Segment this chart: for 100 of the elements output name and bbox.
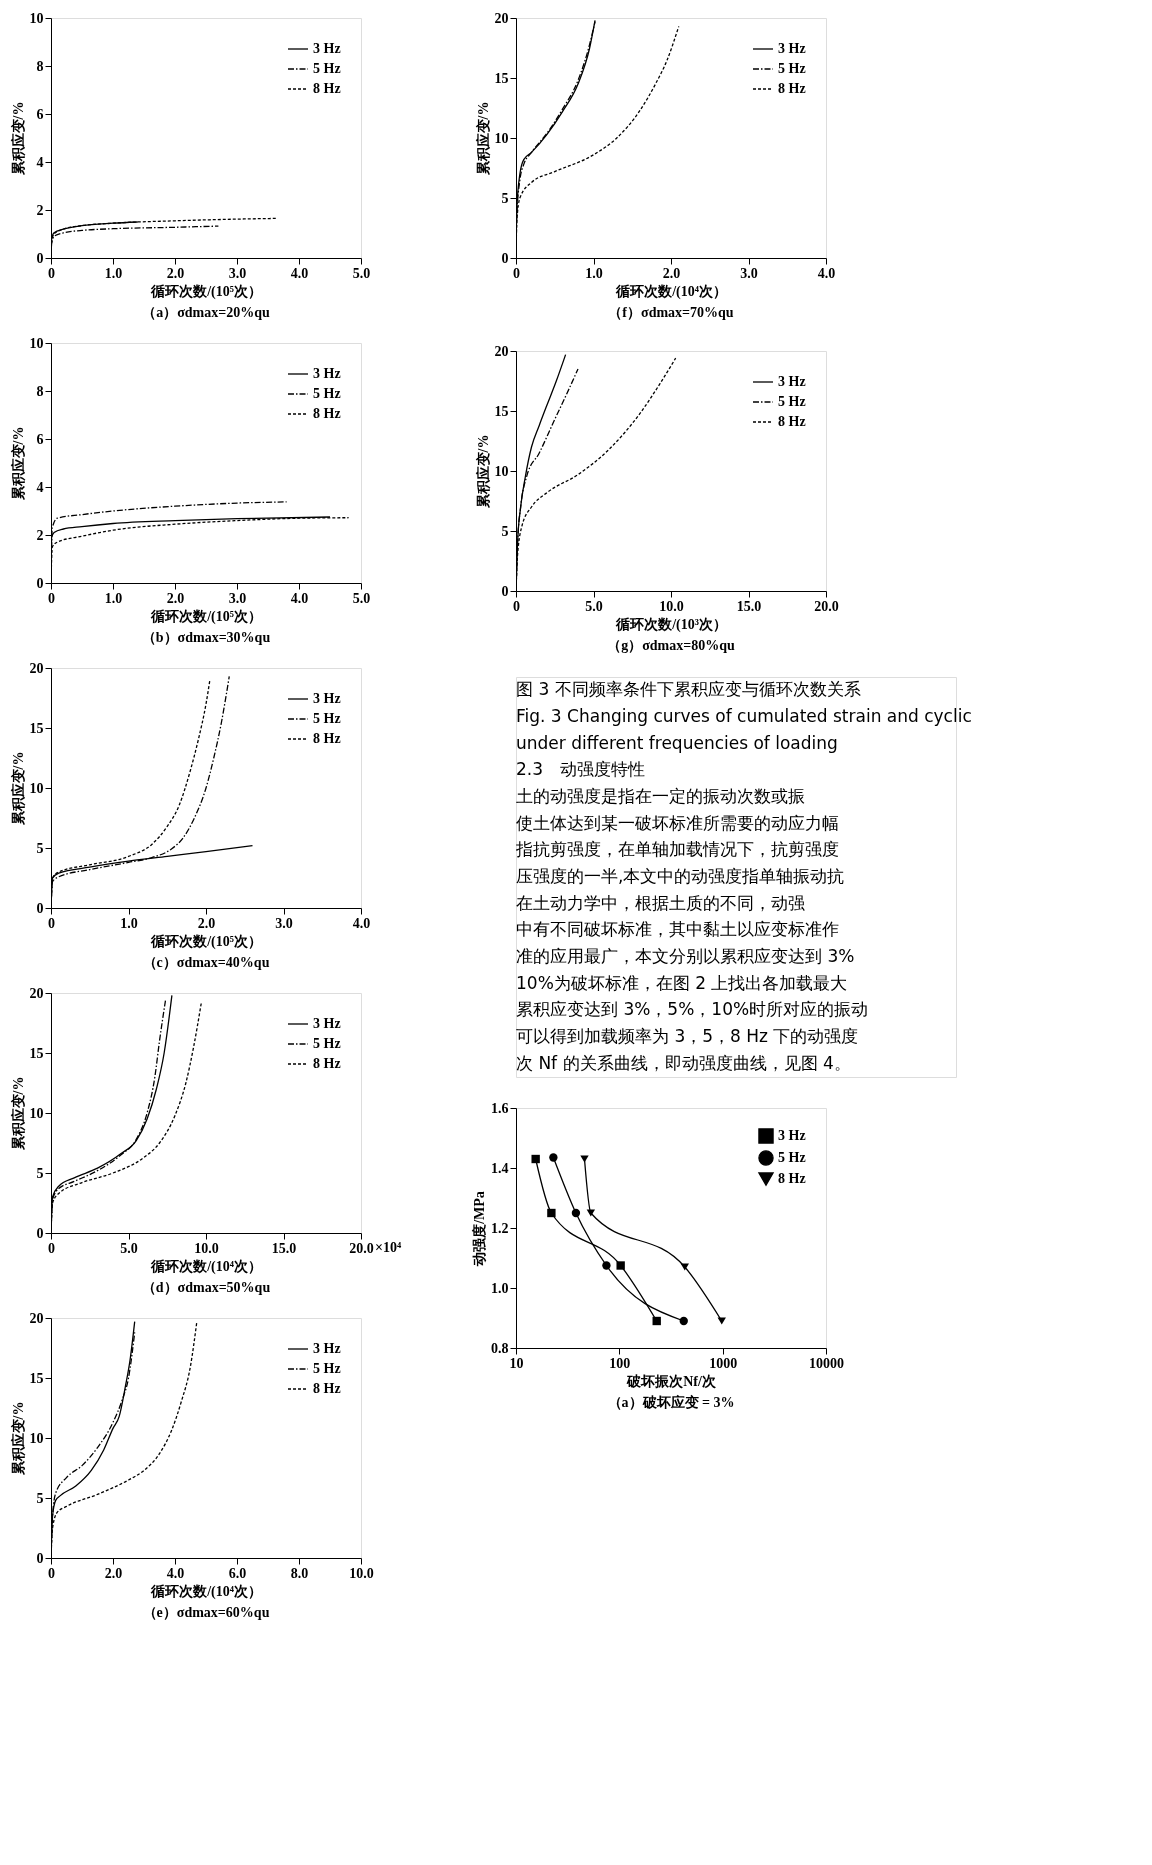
x-tick-label: 4.0 bbox=[166, 1565, 185, 1581]
x-axis-title: 破坏振次Nf/次 bbox=[626, 1373, 717, 1389]
x-tick-label: 10.0 bbox=[659, 598, 684, 614]
text: 2.3 动强度特性 bbox=[516, 759, 646, 780]
legend-label: 5 Hz bbox=[313, 61, 341, 76]
x-tick-label: 8.0 bbox=[290, 1565, 309, 1581]
y-tick-label: 15 bbox=[29, 1370, 44, 1386]
y-tick-label: 10 bbox=[29, 780, 44, 796]
text: （g）σdmax=80%qu bbox=[607, 638, 736, 653]
text: （e）σdmax=60%qu bbox=[142, 1605, 270, 1620]
x-tick-label: 5.0 bbox=[585, 598, 603, 614]
x-tick-label: 0 bbox=[48, 590, 55, 606]
y-tick-label: 10 bbox=[29, 10, 44, 26]
text: （d）σdmax=50%qu bbox=[141, 1280, 271, 1295]
x-tick-label: 10.0 bbox=[194, 1240, 219, 1256]
y-tick-label: 5 bbox=[36, 1490, 44, 1506]
x-axis-title: 循环次数/(10⁵次） bbox=[150, 608, 262, 625]
x-tick-label: 1.0 bbox=[104, 590, 123, 606]
y-tick-label: 5 bbox=[501, 190, 509, 206]
legend-label: 5 Hz bbox=[313, 711, 341, 726]
x-tick-label: 1.0 bbox=[104, 265, 123, 281]
x-axis-title: 循环次数/(10⁴次） bbox=[615, 283, 727, 300]
x-tick-label: 2.0 bbox=[197, 915, 216, 931]
x-tick-label: 10.0 bbox=[349, 1565, 374, 1581]
text: 使土体达到某一破坏标准所需要的动应力幅 bbox=[516, 812, 839, 833]
x-tick-label: 1.0 bbox=[585, 265, 603, 281]
y-tick-label: 0 bbox=[36, 900, 44, 916]
y-tick-label: 20 bbox=[29, 985, 44, 1001]
x-tick-label: 5.0 bbox=[352, 265, 371, 281]
legend-label: 5 Hz bbox=[778, 394, 806, 409]
x-tick-label: 1.0 bbox=[120, 915, 138, 931]
text: 土的动强度是指在一定的振动次数或振 bbox=[516, 786, 805, 806]
legend-label: 3 Hz bbox=[778, 41, 806, 56]
y-tick-label: 15 bbox=[494, 70, 509, 86]
y-tick-label: 4 bbox=[36, 154, 44, 170]
x-tick-label: 100 bbox=[609, 1355, 631, 1371]
x-tick-label: 0 bbox=[48, 265, 55, 281]
text: 次 Nf 的关系曲线，即动强度曲线，见图 4。 bbox=[516, 1052, 851, 1073]
legend-label: 3 Hz bbox=[778, 374, 806, 389]
y-tick-label: 2 bbox=[36, 527, 44, 543]
y-axis-title: 累积应变/% bbox=[9, 751, 26, 827]
legend-label: 8 Hz bbox=[313, 731, 341, 746]
y-tick-label: 10 bbox=[29, 1105, 44, 1121]
legend-label: 8 Hz bbox=[778, 81, 806, 96]
y-tick-label: 1.4 bbox=[491, 1160, 509, 1176]
x-tick-label: 3.0 bbox=[228, 590, 247, 606]
text: （f）σdmax=70%qu bbox=[608, 305, 734, 320]
text: under different frequencies of loading bbox=[516, 732, 838, 753]
text: 指抗剪强度，在单轴加载情况下，抗剪强度 bbox=[515, 839, 839, 860]
legend-label: 3 Hz bbox=[313, 1341, 341, 1356]
x-tick-label: 5.0 bbox=[120, 1240, 138, 1256]
y-tick-label: 15 bbox=[29, 720, 44, 736]
text: ×10⁴ bbox=[375, 1240, 402, 1255]
y-tick-label: 8 bbox=[36, 383, 44, 399]
legend-label: 8 Hz bbox=[313, 406, 341, 421]
x-axis-title: 循环次数/(10⁴次） bbox=[150, 1583, 262, 1600]
y-tick-label: 8 bbox=[36, 58, 44, 74]
y-tick-label: 20 bbox=[29, 660, 44, 676]
x-tick-label: 4.0 bbox=[290, 265, 309, 281]
x-tick-label: 3.0 bbox=[228, 265, 247, 281]
x-axis-title: 循环次数/(10³次） bbox=[615, 616, 727, 633]
x-tick-label: 4.0 bbox=[352, 915, 371, 931]
legend-label: 3 Hz bbox=[313, 691, 341, 706]
x-tick-label: 4.0 bbox=[290, 590, 309, 606]
x-tick-label: 15.0 bbox=[271, 1240, 297, 1256]
y-tick-label: 1.2 bbox=[491, 1220, 509, 1236]
y-tick-label: 5 bbox=[36, 840, 44, 856]
legend-label: 8 Hz bbox=[778, 414, 806, 429]
y-tick-label: 10 bbox=[29, 1430, 44, 1446]
x-tick-label: 0 bbox=[513, 598, 520, 614]
x-tick-label: 1000 bbox=[709, 1355, 738, 1371]
x-axis-title: 循环次数/(10⁵次） bbox=[150, 283, 262, 300]
text: 可以得到加载频率为 3，5，8 Hz 下的动强度 bbox=[516, 1026, 859, 1046]
text: （b）σdmax=30%qu bbox=[141, 630, 271, 645]
legend-label: 8 Hz bbox=[313, 1381, 341, 1396]
text: （c）σdmax=40%qu bbox=[142, 955, 270, 970]
x-tick-label: 0 bbox=[48, 915, 55, 931]
x-axis-title: 循环次数/(10⁵次） bbox=[150, 933, 262, 950]
y-axis-title: 累积应变/% bbox=[9, 1401, 26, 1477]
y-tick-label: 1.6 bbox=[491, 1100, 509, 1116]
legend-label: 3 Hz bbox=[313, 41, 341, 56]
x-tick-label: 15.0 bbox=[736, 598, 762, 614]
y-tick-label: 0 bbox=[36, 1550, 44, 1566]
x-tick-label: 20.0 bbox=[814, 598, 839, 614]
y-tick-label: 0 bbox=[36, 250, 44, 266]
y-tick-label: 15 bbox=[29, 1045, 44, 1061]
text: 中有不同破坏标准，其中黏土以应变标准作 bbox=[516, 919, 839, 940]
y-tick-label: 10 bbox=[494, 463, 509, 479]
legend-label: 8 Hz bbox=[313, 81, 341, 96]
text: 在土动力学中，根据土质的不同，动强 bbox=[516, 892, 805, 913]
x-axis-title: 循环次数/(10⁴次） bbox=[150, 1258, 262, 1275]
legend-label: 8 Hz bbox=[313, 1056, 341, 1071]
legend-label: 8 Hz bbox=[778, 1171, 806, 1186]
x-tick-label: 2.0 bbox=[104, 1565, 123, 1581]
legend-label: 3 Hz bbox=[313, 366, 341, 381]
x-tick-label: 6.0 bbox=[228, 1565, 247, 1581]
x-tick-label: 2.0 bbox=[166, 265, 185, 281]
y-tick-label: 20 bbox=[494, 10, 509, 26]
y-axis-title: 动强度/MPa bbox=[471, 1191, 487, 1267]
y-tick-label: 10 bbox=[29, 335, 44, 351]
